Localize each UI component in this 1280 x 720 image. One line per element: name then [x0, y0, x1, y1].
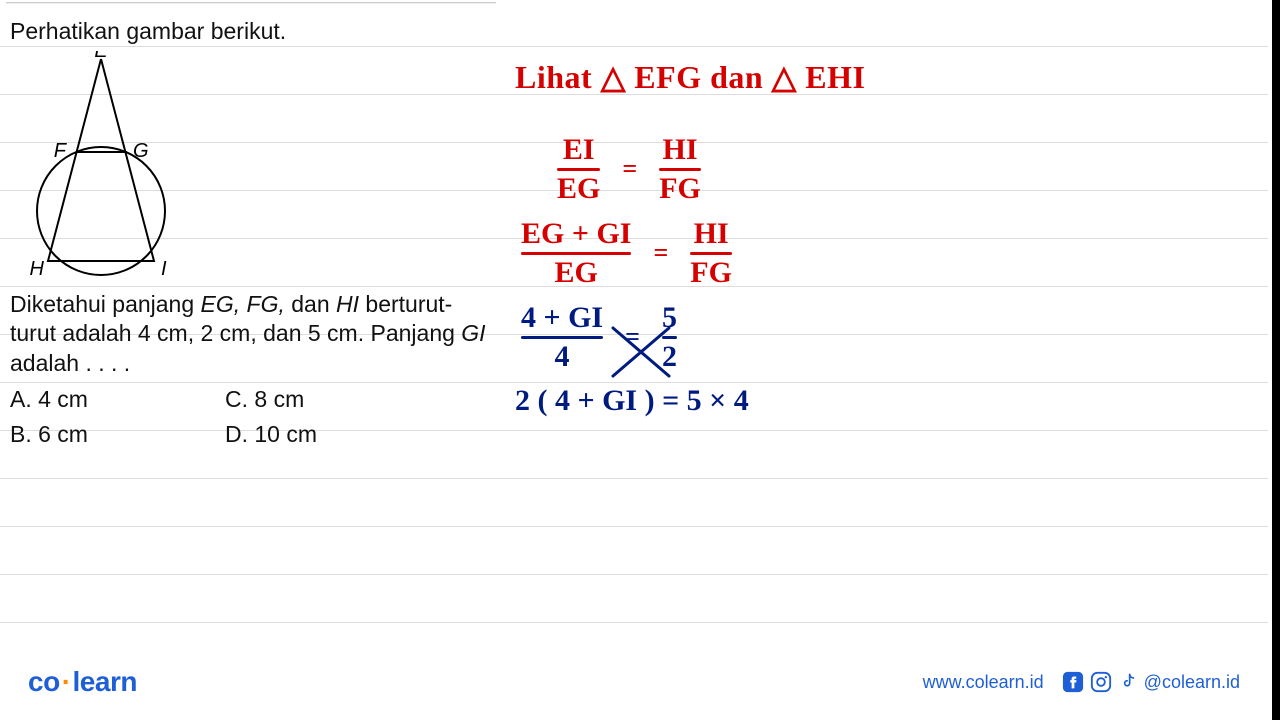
- frac-eg-gi: EG + GI EG: [521, 218, 631, 288]
- num: HI: [663, 134, 698, 166]
- den: FG: [690, 257, 732, 289]
- fraction-bar: [521, 336, 603, 339]
- equation-row-4: 2 ( 4 + GI ) = 5 × 4: [515, 384, 1260, 418]
- logo-dot-icon: ·: [60, 666, 73, 697]
- equation-row-3: 4 + GI 4 = 5 2: [521, 302, 1260, 372]
- problem-description: Diketahui panjang EG, FG, dan HI berturu…: [10, 290, 490, 378]
- label-g: G: [133, 140, 149, 162]
- frac-4gi-4: 4 + GI 4: [521, 302, 603, 372]
- label-i: I: [161, 258, 167, 280]
- problem-title: Perhatikan gambar berikut.: [10, 18, 490, 45]
- page: Perhatikan gambar berikut. E F G H I Dik…: [0, 0, 1280, 720]
- work-title: Lihat △ EFG dan △ EHI: [515, 58, 1260, 96]
- social-icons: @colearn.id: [1062, 671, 1240, 693]
- facebook-icon: [1062, 671, 1084, 693]
- equals: =: [619, 322, 646, 352]
- cross-multiply: =: [619, 322, 646, 352]
- desc-eg: EG, FG,: [201, 291, 285, 317]
- label-f: F: [54, 140, 68, 162]
- desc-hi: HI: [336, 291, 359, 317]
- footer: co·learn www.colearn.id @colearn.id: [0, 666, 1268, 698]
- num: EI: [563, 134, 595, 166]
- den: EG: [557, 173, 600, 205]
- option-b: B. 6 cm: [10, 421, 225, 448]
- fraction-bar: [662, 336, 677, 339]
- num: 4 + GI: [521, 302, 603, 334]
- frac-hi-fg: HI FG: [659, 134, 701, 204]
- right-black-edge: [1272, 0, 1280, 720]
- tiktok-icon: [1118, 671, 1138, 693]
- den: EG: [555, 257, 598, 289]
- fraction-bar: [557, 168, 600, 171]
- equals: =: [647, 238, 674, 268]
- handwriting-area: Lihat △ EFG dan △ EHI EI EG = HI FG EG +…: [515, 58, 1260, 418]
- circle: [37, 147, 165, 275]
- footer-right: www.colearn.id @colearn.id: [923, 671, 1240, 693]
- site-url: www.colearn.id: [923, 672, 1044, 693]
- label-h: H: [30, 258, 45, 280]
- frac-hi-fg-2: HI FG: [690, 218, 732, 288]
- fraction-bar: [659, 168, 701, 171]
- desc-pre: Diketahui panjang: [10, 291, 201, 317]
- option-d: D. 10 cm: [225, 421, 440, 448]
- top-shadow: [6, 2, 496, 4]
- logo-learn: learn: [73, 666, 137, 697]
- geometry-diagram: E F G H I: [26, 51, 196, 283]
- frac-ei-eg: EI EG: [557, 134, 600, 204]
- den: 2: [662, 341, 677, 373]
- num: EG + GI: [521, 218, 631, 250]
- num: 5: [662, 302, 677, 334]
- social-handle: @colearn.id: [1144, 672, 1240, 693]
- option-a: A. 4 cm: [10, 386, 225, 413]
- brand-logo: co·learn: [28, 666, 137, 698]
- den: 4: [555, 341, 570, 373]
- answer-options: A. 4 cm C. 8 cm B. 6 cm D. 10 cm: [10, 386, 490, 448]
- label-e: E: [94, 51, 108, 62]
- instagram-icon: [1090, 671, 1112, 693]
- equals: =: [616, 154, 643, 184]
- num: HI: [694, 218, 729, 250]
- frac-5-2: 5 2: [662, 302, 677, 372]
- logo-co: co: [28, 666, 60, 697]
- den: FG: [659, 173, 701, 205]
- desc-dan: dan: [285, 291, 336, 317]
- equation-row-2: EG + GI EG = HI FG: [521, 218, 1260, 288]
- problem-panel: Perhatikan gambar berikut. E F G H I Dik…: [10, 18, 490, 448]
- fraction-bar: [521, 252, 631, 255]
- equation-row-1: EI EG = HI FG: [557, 134, 1260, 204]
- desc-post: adalah . . . .: [10, 350, 130, 376]
- desc-gi: GI: [461, 320, 485, 346]
- fraction-bar: [690, 252, 732, 255]
- option-c: C. 8 cm: [225, 386, 440, 413]
